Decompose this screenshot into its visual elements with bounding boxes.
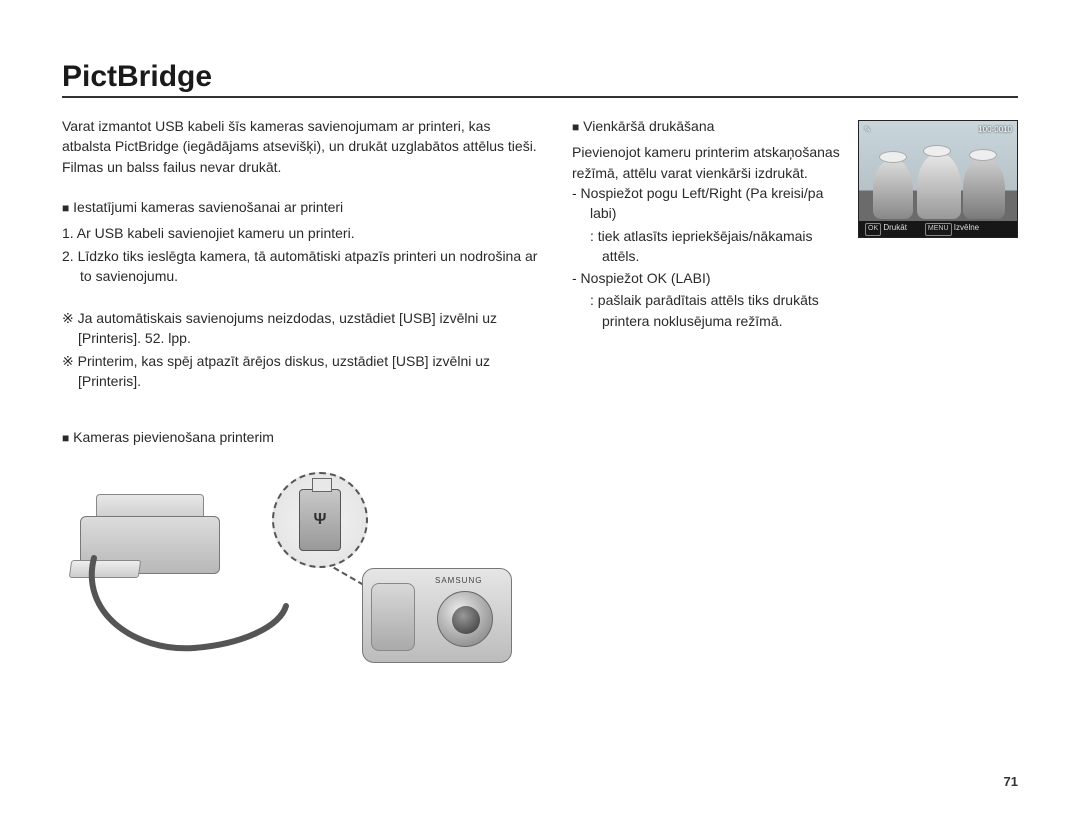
bullet-square-icon: ■ xyxy=(62,431,69,445)
bullet-square-icon: ■ xyxy=(572,120,579,134)
usb-plug-icon: Ψ xyxy=(299,489,341,551)
bullet-ok: - Nospiežot OK (LABI) xyxy=(572,268,848,288)
step-1: 1. Ar USB kabeli savienojiet kameru un p… xyxy=(62,223,542,243)
bullet-ok-sub: : pašlaik parādītais attēls tiks drukāts… xyxy=(572,290,848,331)
bullet-leftright: - Nospiežot pogu Left/Right (Pa kreisi/p… xyxy=(572,183,848,224)
section-settings-label: Iestatījumi kameras savienošanai ar prin… xyxy=(73,199,343,215)
note-mark-icon: ※ xyxy=(62,353,74,369)
usb-closeup-bubble: Ψ xyxy=(272,472,368,568)
step-2: 2. Līdzko tiks ieslēgta kamera, tā autom… xyxy=(62,246,542,287)
section-simpleprint-label: Vienkāršā drukāšana xyxy=(583,118,714,134)
note-mark-icon: ※ xyxy=(62,310,74,326)
lcd-preview: ✎ 100-0010 OK Drukāt MENU Izvēlne xyxy=(858,120,1018,238)
preview-figure-icon xyxy=(873,159,913,219)
connection-illustration: Ψ SAMSUNG xyxy=(62,468,502,678)
page-title: PictBridge xyxy=(62,60,1018,94)
note-2: ※ Printerim, kas spēj atpazīt ārējos dis… xyxy=(62,351,542,392)
preview-bottom-bar: OK Drukāt MENU Izvēlne xyxy=(859,221,1017,237)
usb-cable-icon xyxy=(84,552,294,662)
section-connect-head: ■ Kameras pievienošana printerim xyxy=(62,427,542,447)
note-1-text: Ja automātiskais savienojums neizdodas, … xyxy=(78,310,497,346)
ok-key-icon: OK xyxy=(865,223,881,235)
preview-mode-icon: ✎ xyxy=(864,124,871,136)
left-column: Varat izmantot USB kabeli šīs kameras sa… xyxy=(62,116,542,678)
bullet-leftright-sub: : tiek atlasīts iepriekšējais/nākamais a… xyxy=(572,226,848,267)
intro-paragraph: Varat izmantot USB kabeli šīs kameras sa… xyxy=(62,116,542,177)
note-2-text: Printerim, kas spēj atpazīt ārējos disku… xyxy=(78,353,490,389)
preview-figure-icon xyxy=(963,157,1005,219)
menu-key-icon: MENU xyxy=(925,223,952,235)
preview-ok-label: Drukāt xyxy=(883,223,907,232)
note-1: ※ Ja automātiskais savienojums neizdodas… xyxy=(62,308,542,349)
preview-figure-icon xyxy=(917,153,961,219)
bullet-square-icon: ■ xyxy=(62,201,69,215)
camera-brand-label: SAMSUNG xyxy=(435,575,482,587)
preview-menu-label: Izvēlne xyxy=(954,223,979,232)
section-simpleprint-head: ■ Vienkāršā drukāšana xyxy=(572,116,848,136)
section-connect-label: Kameras pievienošana printerim xyxy=(73,429,274,445)
page-number: 71 xyxy=(1004,774,1018,789)
preview-file-badge: 100-0010 xyxy=(978,124,1012,136)
right-column: ■ Vienkāršā drukāšana Pievienojot kameru… xyxy=(572,116,1018,678)
title-rule: PictBridge xyxy=(62,60,1018,98)
camera-icon: SAMSUNG xyxy=(362,568,512,663)
usb-symbol-icon: Ψ xyxy=(314,508,327,531)
simpleprint-paragraph: Pievienojot kameru printerim atskaņošana… xyxy=(572,142,848,183)
section-settings-head: ■ Iestatījumi kameras savienošanai ar pr… xyxy=(62,197,542,217)
